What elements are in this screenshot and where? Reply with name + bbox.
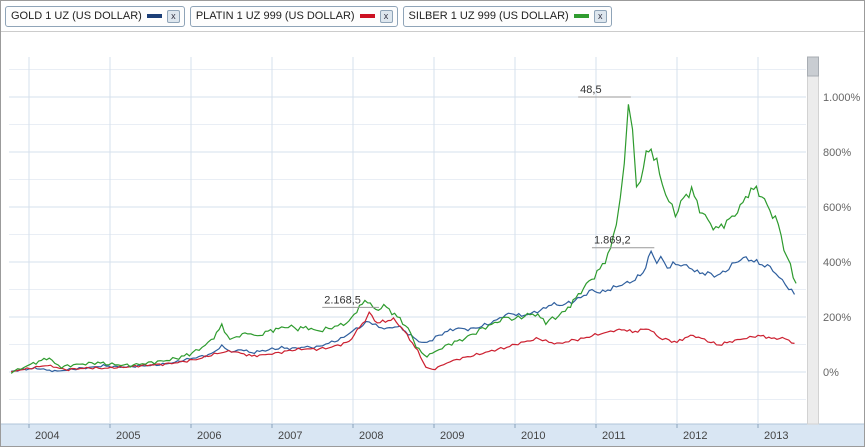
legend-chip-gold[interactable]: GOLD 1 UZ (US DOLLAR) x <box>5 5 185 27</box>
platin-swatch-icon <box>359 14 375 18</box>
chart-scrollbar-track[interactable] <box>807 56 819 425</box>
annotation-label: 48,5 <box>580 84 601 96</box>
legend-chip-silber-label: SILBER 1 UZ 999 (US DOLLAR) <box>408 10 569 22</box>
close-icon[interactable]: x <box>379 9 393 23</box>
close-icon[interactable]: x <box>166 9 180 23</box>
close-icon[interactable]: x <box>593 9 607 23</box>
chart-scrollbar-thumb[interactable] <box>807 56 819 77</box>
x-axis-label: 2012 <box>683 430 707 442</box>
y-axis-label: 600% <box>823 202 851 214</box>
x-axis-label: 2004 <box>35 430 59 442</box>
y-axis-label: 800% <box>823 147 851 159</box>
price-chart: 2004 2005 2006 2007 2008 2009 2010 2011 2012 2013… <box>1 56 864 446</box>
x-axis-label: 2007 <box>278 430 302 442</box>
x-axis-label: 2011 <box>602 430 626 442</box>
series-silber-line <box>10 104 797 374</box>
x-axis-label: 2010 <box>521 430 545 442</box>
silber-swatch-icon <box>573 14 589 18</box>
gold-swatch-icon <box>146 14 162 18</box>
x-axis-label: 2013 <box>764 430 788 442</box>
chart-region: 2004 2005 2006 2007 2008 2009 2010 2011 2012 2013… <box>1 32 864 446</box>
x-axis-label: 2008 <box>359 430 383 442</box>
x-axis-label: 2005 <box>116 430 140 442</box>
y-axis-label: 200% <box>823 312 851 324</box>
legend-chip-platin-label: PLATIN 1 UZ 999 (US DOLLAR) <box>195 10 355 22</box>
legend-chip-gold-label: GOLD 1 UZ (US DOLLAR) <box>11 10 142 22</box>
legend-bar: GOLD 1 UZ (US DOLLAR) x PLATIN 1 UZ 999 … <box>1 1 864 32</box>
annotation-label: 1.869,2 <box>594 235 631 247</box>
series-platin-line <box>11 310 795 373</box>
annotation-label: 2.168,5 <box>324 294 361 306</box>
y-axis-label: 400% <box>823 257 851 269</box>
x-axis-band <box>1 424 864 446</box>
legend-chip-platin[interactable]: PLATIN 1 UZ 999 (US DOLLAR) x <box>189 5 398 27</box>
y-axis-label: 1.000% <box>823 92 861 104</box>
legend-chip-silber[interactable]: SILBER 1 UZ 999 (US DOLLAR) x <box>402 5 612 27</box>
y-axis-label: 0% <box>823 367 839 379</box>
x-axis-label: 2006 <box>197 430 221 442</box>
x-axis-label: 2009 <box>440 430 464 442</box>
